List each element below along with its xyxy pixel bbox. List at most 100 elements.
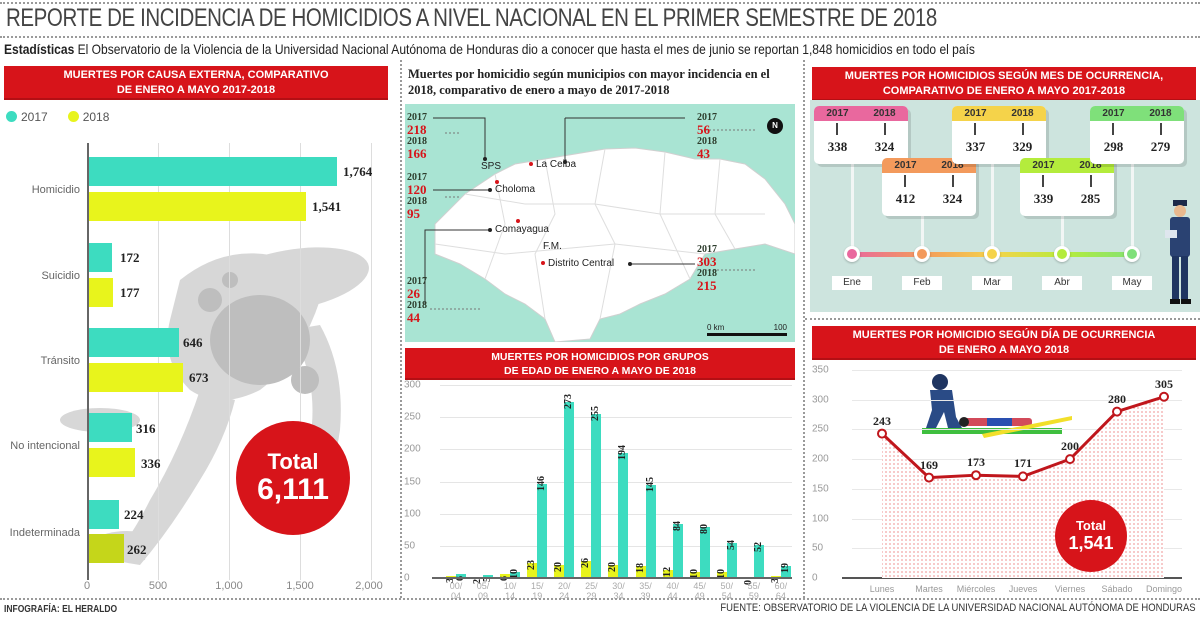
value-label: 20 — [553, 562, 565, 573]
title-divider — [0, 36, 1200, 38]
data-point — [1112, 406, 1122, 417]
y-tick: 0 — [812, 572, 818, 584]
pin-icon — [952, 175, 954, 187]
category-label: Indeterminada — [9, 527, 80, 539]
value-2018: 329 — [1012, 139, 1033, 154]
year-label: 2017 — [1032, 160, 1055, 171]
x-tick: 500 — [148, 580, 168, 592]
year-label: 2018 — [1079, 160, 1102, 171]
year-label: 2018 — [407, 300, 427, 311]
card-stem — [991, 164, 994, 248]
value-label: 305 — [1155, 376, 1173, 391]
body-silhouette-icon — [60, 247, 369, 565]
legend-2018: 2018 — [67, 110, 109, 124]
value-label: 20 — [607, 562, 619, 573]
days-total-badge: Total 1,541 — [1055, 500, 1127, 572]
age-bar-teal — [483, 574, 494, 578]
city-dot-icon — [529, 162, 533, 166]
value-2018: 215 — [697, 278, 717, 293]
data-point — [1018, 471, 1028, 482]
value-label: 316 — [136, 421, 156, 436]
age-bar-teal — [672, 523, 683, 578]
age-bar-yellow — [554, 565, 565, 578]
month-label: May — [1112, 276, 1152, 290]
year-label: 2017 — [407, 276, 427, 287]
value-label: 262 — [127, 542, 147, 557]
credit: INFOGRAFÍA: EL HERALDO — [4, 604, 118, 615]
grid-line — [852, 459, 1182, 461]
days-banner: MUERTES POR HOMICIDIO SEGÚN DÍA DE OCURR… — [812, 326, 1196, 360]
banner-line: COMPARATIVO DE ENERO A MAYO 2017-2018 — [882, 85, 1126, 97]
month-card-mar: 2017 2018 337 329 — [952, 106, 1046, 164]
grid-line — [440, 545, 792, 547]
value-2017: 412 — [895, 191, 916, 206]
external-causes-chart: 1,764 1,541 172 177 646 673 316 336 224 … — [87, 143, 372, 580]
x-tick: 45/49 — [693, 581, 706, 601]
value-label: 336 — [141, 456, 161, 471]
age-groups-banner: MUERTES POR HOMICIDIOS POR GRUPOS DE EDA… — [405, 348, 795, 380]
value-label: 172 — [120, 250, 140, 265]
total-label: Total — [1075, 518, 1107, 533]
line-series — [877, 391, 1169, 578]
value-2017: 337 — [965, 139, 986, 154]
value-2017: 298 — [1103, 139, 1124, 154]
value-label: 646 — [183, 335, 203, 350]
category-label: Tránsito — [40, 355, 80, 367]
x-tick: 25/29 — [585, 581, 598, 601]
age-bar-teal — [780, 565, 791, 578]
y-tick: 100 — [812, 513, 829, 525]
x-tick: Miércoles — [956, 584, 996, 594]
timeline-node-icon — [1124, 246, 1140, 262]
timeline-node-icon — [1054, 246, 1070, 262]
page-subtitle: Estadísticas El Observatorio de la Viole… — [4, 41, 975, 57]
grid-line — [852, 370, 1182, 371]
banner-line: MUERTES POR HOMICIDIO SEGÚN DÍA DE OCURR… — [852, 329, 1156, 341]
card-stem — [1131, 164, 1134, 248]
bar-indeterminada-2017 — [89, 500, 119, 529]
value-label: 673 — [189, 370, 209, 385]
y-tick: 200 — [812, 453, 829, 465]
year-label: 2017 — [826, 108, 849, 119]
panel-divider-2 — [803, 60, 805, 598]
category-label: Homicidio — [31, 184, 80, 196]
legend-swatch-icon — [6, 111, 17, 122]
year-label: 2017 — [697, 244, 717, 255]
age-bar-teal — [753, 544, 764, 578]
grid-line — [440, 385, 792, 386]
legend-2017: 2017 — [6, 110, 48, 124]
subtitle-text: El Observatorio de la Violencia de la Un… — [74, 41, 975, 57]
banner-line: DE ENERO A MAYO 2017-2018 — [116, 84, 276, 96]
year-label: 2017 — [894, 160, 917, 171]
subtitle-bold: Estadísticas — [4, 41, 75, 57]
month-label: Feb — [902, 276, 942, 290]
year-label: 2017 — [697, 112, 717, 123]
value-label: 23 — [526, 560, 538, 571]
x-tick: Sábado — [1101, 584, 1133, 594]
source: FUENTE: OBSERVATORIO DE LA VIOLENCIA DE … — [720, 602, 1196, 614]
city-name: La Ceiba — [536, 159, 577, 170]
x-tick: 0 — [83, 580, 91, 592]
choloma-label: 2017 120 2018 95 — [407, 172, 427, 220]
value-2018: 43 — [697, 146, 710, 161]
y-tick: 200 — [404, 443, 421, 455]
bar-homicidio-2017 — [89, 157, 337, 186]
age-bar-teal — [564, 402, 575, 578]
category-label: No intencional — [10, 440, 80, 452]
category-label: Suicidio — [41, 270, 80, 282]
total-label: Total — [267, 449, 319, 474]
pin-icon — [836, 123, 838, 135]
footer-divider — [0, 598, 1200, 600]
value-2017: 26 — [407, 286, 420, 301]
age-bar-teal — [645, 484, 656, 578]
x-tick: 2,000 — [355, 580, 383, 592]
grid-line — [229, 143, 230, 580]
total-badge: Total 6,111 — [236, 421, 350, 535]
city-la-ceiba: La Ceiba — [529, 159, 576, 170]
x-tick: 35/39 — [639, 581, 652, 601]
months-banner: MUERTES POR HOMICIDIOS SEGÚN MES DE OCUR… — [812, 67, 1196, 101]
scale-bar — [707, 333, 787, 336]
age-bar-yellow — [635, 566, 646, 578]
y-tick: 150 — [404, 476, 421, 487]
y-tick: 100 — [404, 508, 421, 520]
year-label: 2017 — [1102, 108, 1125, 119]
